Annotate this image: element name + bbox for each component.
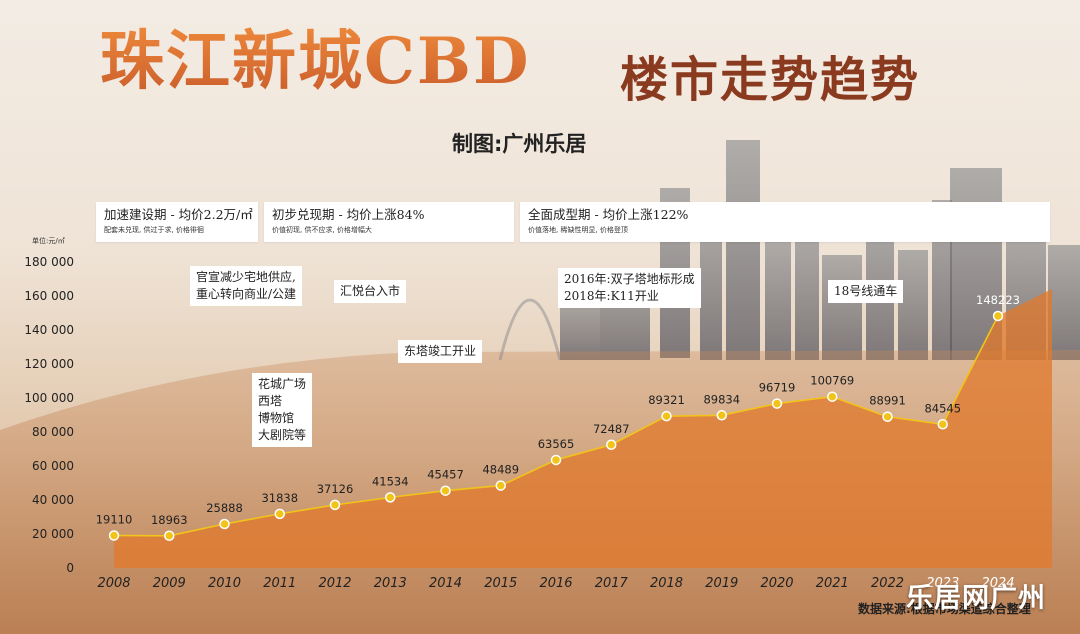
data-label: 31838 <box>261 491 298 505</box>
data-point <box>108 530 120 541</box>
x-tick-label: 2017 <box>595 576 629 591</box>
x-tick-label: 2024 <box>981 576 1014 591</box>
data-label: 37126 <box>317 482 354 496</box>
y-tick-label: 120 000 <box>24 357 74 371</box>
annotation-note: 官宣减少宅地供应, 重心转向商业/公建 <box>190 266 303 306</box>
data-point <box>385 492 396 503</box>
unit-label: 单位:元/㎡ <box>32 237 65 245</box>
y-tick-label: 160 000 <box>24 289 74 303</box>
annotation-line: 花城广场 <box>258 377 307 391</box>
data-label: 84545 <box>924 401 961 415</box>
annotation-note: 2016年:双子塔地标形成 2018年:K11开业 <box>558 268 701 308</box>
watermark-logo: 乐居网广州 <box>906 583 1046 614</box>
data-label: 89834 <box>703 392 740 406</box>
period-title: 加速建设期 - 均价2.2万/㎡ <box>104 207 253 222</box>
data-point <box>716 410 727 421</box>
x-tick-label: 2011 <box>263 576 296 591</box>
data-point <box>827 391 838 402</box>
data-label: 89321 <box>648 393 685 407</box>
annotation-line: 博物馆 <box>258 411 295 425</box>
data-label: 148223 <box>976 293 1020 307</box>
page-title: 珠江新城CBD <box>100 22 531 102</box>
y-tick-label: 180 000 <box>24 255 74 269</box>
annotation-line: 2016年:双子塔地标形成 <box>564 272 695 286</box>
annotation-note: 汇悦台入市 <box>334 280 407 303</box>
data-label: 19110 <box>96 513 133 527</box>
data-label: 88991 <box>869 394 906 408</box>
data-label: 72487 <box>593 422 630 436</box>
data-point <box>937 419 948 430</box>
x-tick-label: 2012 <box>318 576 351 591</box>
x-tick-label: 2008 <box>97 576 130 591</box>
annotation-note: 18号线通车 <box>828 280 904 303</box>
data-point <box>219 518 230 530</box>
period-desc: 价值初现, 供不应求, 价格增幅大 <box>272 226 372 234</box>
period-box-3: 全面成型期 - 均价上涨122% 价值落地, 稀缺性明显, 价格登顶 <box>520 202 1050 242</box>
period-title: 全面成型期 - 均价上涨122% <box>528 207 689 222</box>
annotation-line: 2018年:K11开业 <box>564 289 659 303</box>
annotation-line: 官宣减少宅地供应, <box>196 270 296 284</box>
data-point <box>274 508 285 520</box>
data-point <box>329 499 341 511</box>
y-tick-label: 40 000 <box>32 493 74 507</box>
x-tick-label: 2016 <box>539 576 572 591</box>
data-point <box>771 398 783 409</box>
x-tick-label: 2015 <box>484 576 517 591</box>
y-tick-label: 60 000 <box>32 459 74 473</box>
data-label: 18963 <box>151 513 188 527</box>
area-fill <box>114 288 1052 568</box>
annotation-line: 汇悦台入市 <box>340 284 401 298</box>
period-desc: 价值落地, 稀缺性明显, 价格登顶 <box>528 226 628 234</box>
y-tick-label: 0 <box>66 561 74 575</box>
y-tick-label: 80 000 <box>32 425 74 439</box>
x-tick-label: 2014 <box>429 576 462 591</box>
period-title: 初步兑现期 - 均价上涨84% <box>272 207 425 222</box>
data-point <box>440 485 451 496</box>
x-tick-label: 2013 <box>374 576 407 591</box>
data-point <box>164 530 175 542</box>
y-tick-label: 100 000 <box>24 391 74 405</box>
y-tick-label: 140 000 <box>24 323 74 337</box>
data-point <box>606 439 617 451</box>
x-tick-label: 2022 <box>871 576 904 591</box>
page-subtitle: 楼市走势趋势 <box>620 52 921 108</box>
data-point <box>495 480 506 491</box>
data-point <box>882 411 893 422</box>
period-box-1: 加速建设期 - 均价2.2万/㎡ 配套未兑现, 供过于求, 价格徘徊 <box>96 202 258 242</box>
annotation-note: 花城广场 西塔 博物馆 大剧院等 <box>252 373 313 447</box>
data-label: 96719 <box>759 381 796 395</box>
annotation-line: 重心转向商业/公建 <box>196 287 297 301</box>
y-tick-label: 20 000 <box>32 527 74 541</box>
annotation-note: 东塔竣工开业 <box>398 340 483 363</box>
data-label: 100769 <box>810 374 854 388</box>
annotation-line: 18号线通车 <box>834 284 898 298</box>
period-box-2: 初步兑现期 - 均价上涨84% 价值初现, 供不应求, 价格增幅大 <box>264 202 514 242</box>
data-label: 63565 <box>538 437 575 451</box>
period-desc: 配套未兑现, 供过于求, 价格徘徊 <box>104 226 204 234</box>
x-tick-label: 2021 <box>816 576 849 591</box>
annotation-line: 大剧院等 <box>258 428 307 442</box>
x-tick-label: 2018 <box>650 576 683 591</box>
data-source: 数据来源:根据市场渠道综合整理 <box>858 602 1031 616</box>
x-tick-label: 2020 <box>760 576 793 591</box>
annotation-line: 西塔 <box>258 394 283 408</box>
data-label: 41534 <box>372 474 409 488</box>
data-label: 45457 <box>427 468 464 482</box>
data-label: 48489 <box>482 463 519 477</box>
x-tick-label: 2010 <box>208 576 241 591</box>
chart-credit: 制图:广州乐居 <box>452 132 587 156</box>
x-tick-label: 2019 <box>705 576 738 591</box>
data-point <box>992 310 1004 322</box>
annotation-line: 东塔竣工开业 <box>404 344 477 358</box>
x-tick-label: 2023 <box>926 576 959 591</box>
data-point <box>661 410 672 422</box>
data-label: 25888 <box>206 501 243 515</box>
x-tick-label: 2009 <box>153 576 186 591</box>
data-point <box>550 454 562 466</box>
